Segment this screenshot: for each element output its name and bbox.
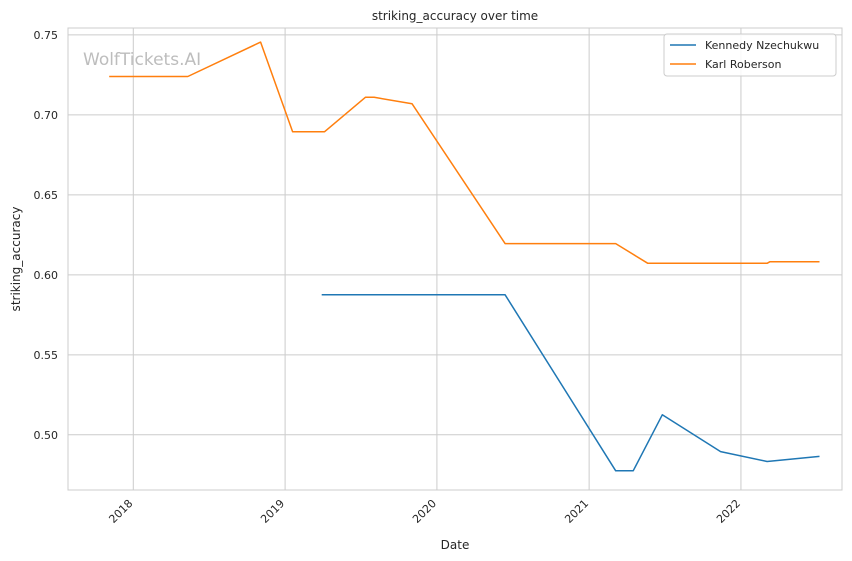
watermark-text: WolfTickets.AI bbox=[83, 50, 201, 70]
y-tick-label: 0.65 bbox=[34, 189, 59, 202]
y-tick-label: 0.60 bbox=[34, 269, 59, 282]
plot-frame bbox=[67, 27, 843, 491]
x-tick-label: 2021 bbox=[562, 497, 591, 526]
grid bbox=[68, 28, 842, 490]
y-axis-ticks: 0.50 0.55 0.60 0.65 0.70 0.75 bbox=[34, 29, 59, 442]
legend-label: Karl Roberson bbox=[705, 58, 781, 71]
x-tick-label: 2019 bbox=[258, 497, 287, 526]
chart-title: striking_accuracy over time bbox=[372, 9, 538, 23]
y-tick-label: 0.70 bbox=[34, 109, 59, 122]
x-axis-ticks: 2018 2019 2020 2021 2022 bbox=[106, 497, 743, 526]
legend: Kennedy Nzechukwu Karl Roberson bbox=[663, 33, 837, 77]
y-tick-label: 0.55 bbox=[34, 349, 59, 362]
x-axis-label: Date bbox=[441, 538, 470, 552]
x-tick-label: 2020 bbox=[410, 497, 439, 526]
y-tick-label: 0.75 bbox=[34, 29, 59, 42]
legend-label: Kennedy Nzechukwu bbox=[705, 39, 819, 52]
series-line-1 bbox=[321, 294, 820, 472]
series-lines bbox=[109, 41, 820, 472]
legend-box bbox=[663, 33, 837, 77]
y-tick-label: 0.50 bbox=[34, 429, 59, 442]
y-axis-label: striking_accuracy bbox=[9, 207, 23, 312]
x-tick-label: 2018 bbox=[106, 497, 135, 526]
plot-background bbox=[68, 28, 842, 490]
series-line-2 bbox=[109, 41, 820, 265]
x-tick-label: 2022 bbox=[714, 497, 743, 526]
